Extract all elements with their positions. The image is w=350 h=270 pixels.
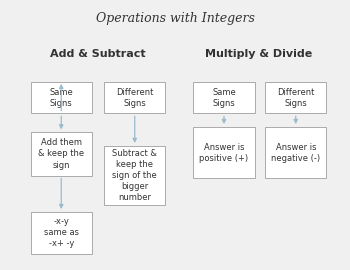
Text: Different
Signs: Different Signs: [277, 88, 314, 108]
Text: Different
Signs: Different Signs: [116, 88, 153, 108]
FancyBboxPatch shape: [193, 127, 255, 178]
FancyBboxPatch shape: [31, 82, 92, 113]
FancyBboxPatch shape: [265, 82, 326, 113]
Text: Operations with Integers: Operations with Integers: [96, 12, 254, 25]
Text: Add & Subtract: Add & Subtract: [50, 49, 146, 59]
FancyBboxPatch shape: [31, 212, 92, 254]
FancyBboxPatch shape: [265, 127, 326, 178]
FancyBboxPatch shape: [31, 132, 92, 176]
FancyBboxPatch shape: [104, 82, 165, 113]
FancyBboxPatch shape: [193, 82, 255, 113]
Text: Same
Signs: Same Signs: [212, 88, 236, 108]
Text: Subtract &
keep the
sign of the
bigger
number: Subtract & keep the sign of the bigger n…: [112, 149, 157, 202]
Text: Multiply & Divide: Multiply & Divide: [205, 49, 313, 59]
Text: Answer is
positive (+): Answer is positive (+): [199, 143, 248, 163]
Text: Add them
& keep the
sign: Add them & keep the sign: [38, 138, 84, 170]
Text: Answer is
negative (-): Answer is negative (-): [271, 143, 320, 163]
FancyBboxPatch shape: [104, 146, 165, 205]
Text: Same
Signs: Same Signs: [49, 88, 73, 108]
Text: -x-y
same as
-x+ -y: -x-y same as -x+ -y: [44, 217, 79, 248]
